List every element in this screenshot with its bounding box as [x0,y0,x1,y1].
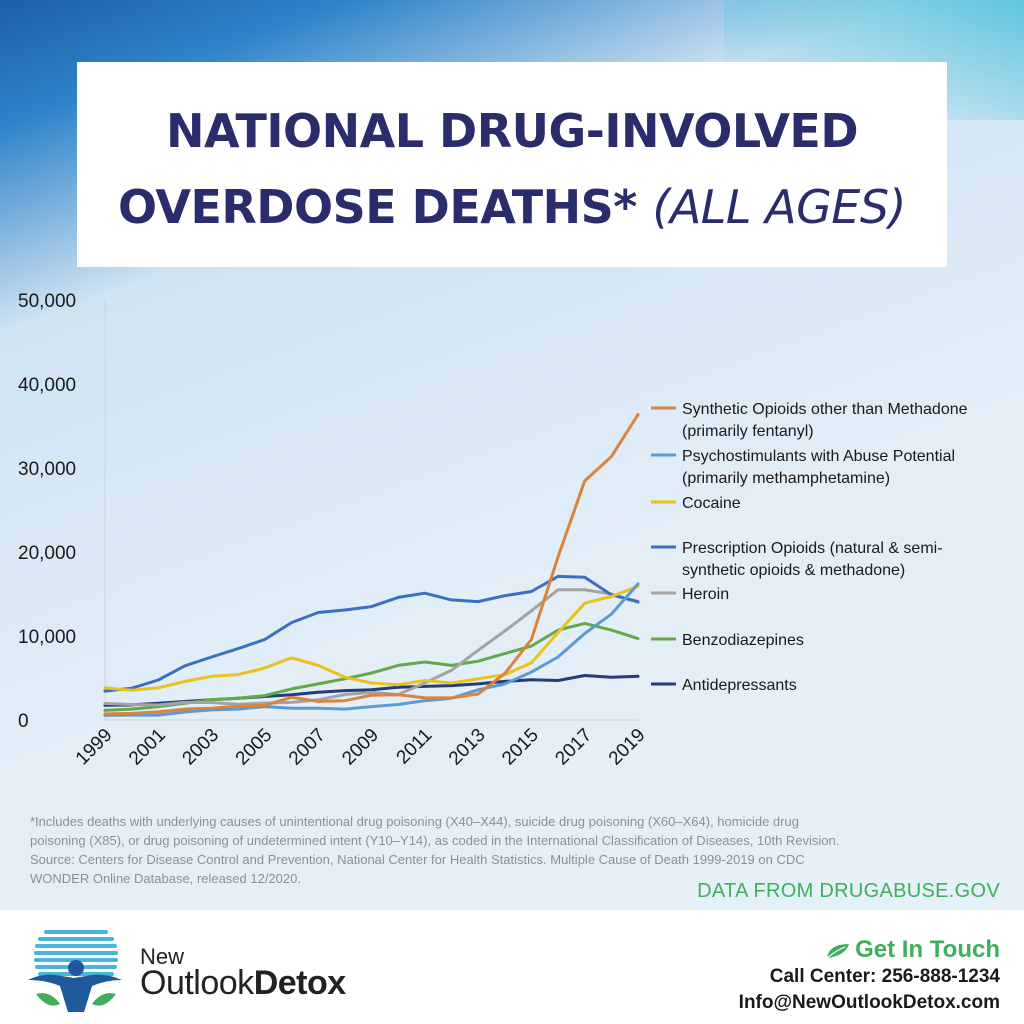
new-outlook-detox-logo-icon [28,922,122,1012]
footnote-line-3: Source: Centers for Disease Control and … [30,852,805,867]
x-tick-label: 2009 [338,725,383,770]
legend-label: Psychostimulants with Abuse Potential [682,448,955,465]
y-tick-label: 20,000 [18,543,76,564]
page-title-line-2: OVERDOSE DEATHS* (ALL AGES) [77,180,947,234]
legend-label: Antidepressants [682,677,797,694]
series-line [103,588,640,707]
series-line [103,413,640,716]
legend-label: Prescription Opioids (natural & semi- [682,540,943,557]
y-tick-label: 10,000 [18,627,76,648]
x-tick-label: 1999 [72,725,117,770]
x-tick-label: 2005 [232,725,277,770]
series-line [103,584,640,692]
x-tick-label: 2019 [605,725,650,770]
data-source-credit: DATA FROM DRUGABUSE.GOV [697,880,1000,902]
leaf-icon [826,943,850,959]
x-tick-label: 2017 [551,725,596,770]
contact-block: Get In Touch Call Center: 256-888-1234 I… [739,936,1000,1016]
y-tick-label: 50,000 [18,291,76,312]
page-title-line-1: NATIONAL DRUG-INVOLVED [165,104,859,158]
footnote-line-4: WONDER Online Database, released 12/2020… [30,871,301,886]
legend-label: Synthetic Opioids other than Methadone [682,401,968,418]
legend-label: Cocaine [682,495,741,512]
brand-name: OutlookDetox [140,964,346,1003]
page-title-qualifier: (ALL AGES) [652,180,906,234]
footnote: *Includes deaths with underlying causes … [30,812,1005,888]
legend-label: Benzodiazepines [682,632,804,649]
series-line [103,582,640,717]
x-tick-label: 2007 [285,725,330,770]
footnote-line-1: *Includes deaths with underlying causes … [30,814,799,829]
x-tick-label: 2011 [393,725,437,769]
get-in-touch-label: Get In Touch [855,936,1000,963]
page-title-main: OVERDOSE DEATHS* [117,180,637,234]
legend-label-line-2: (primarily methamphetamine) [682,470,890,487]
get-in-touch-heading: Get In Touch [739,936,1000,964]
legend-label-line-2: (primarily fentanyl) [682,423,814,440]
x-tick-label: 2013 [445,725,490,770]
brand-name-outlook: Outlook [140,964,254,1002]
contact-email[interactable]: Info@NewOutlookDetox.com [738,992,1000,1013]
legend-label: Heroin [682,586,729,603]
x-tick-label: 2001 [125,725,170,770]
x-tick-label: 2003 [178,725,223,770]
brand-name-detox: Detox [253,964,346,1002]
x-tick-label: 2015 [498,725,543,770]
footer-bar [0,910,1024,1024]
footnote-line-2: poisoning (X85), or drug poisoning of un… [30,833,840,848]
call-center-phone[interactable]: Call Center: 256-888-1234 [769,966,1000,987]
y-tick-label: 30,000 [18,459,76,480]
title-card: NATIONAL DRUG-INVOLVED OVERDOSE DEATHS* … [77,62,947,267]
legend-label-line-2: synthetic opioids & methadone) [682,562,905,579]
y-tick-label: 40,000 [18,375,76,396]
y-tick-label: 0 [18,711,29,732]
brand-name-new: New [140,944,185,969]
